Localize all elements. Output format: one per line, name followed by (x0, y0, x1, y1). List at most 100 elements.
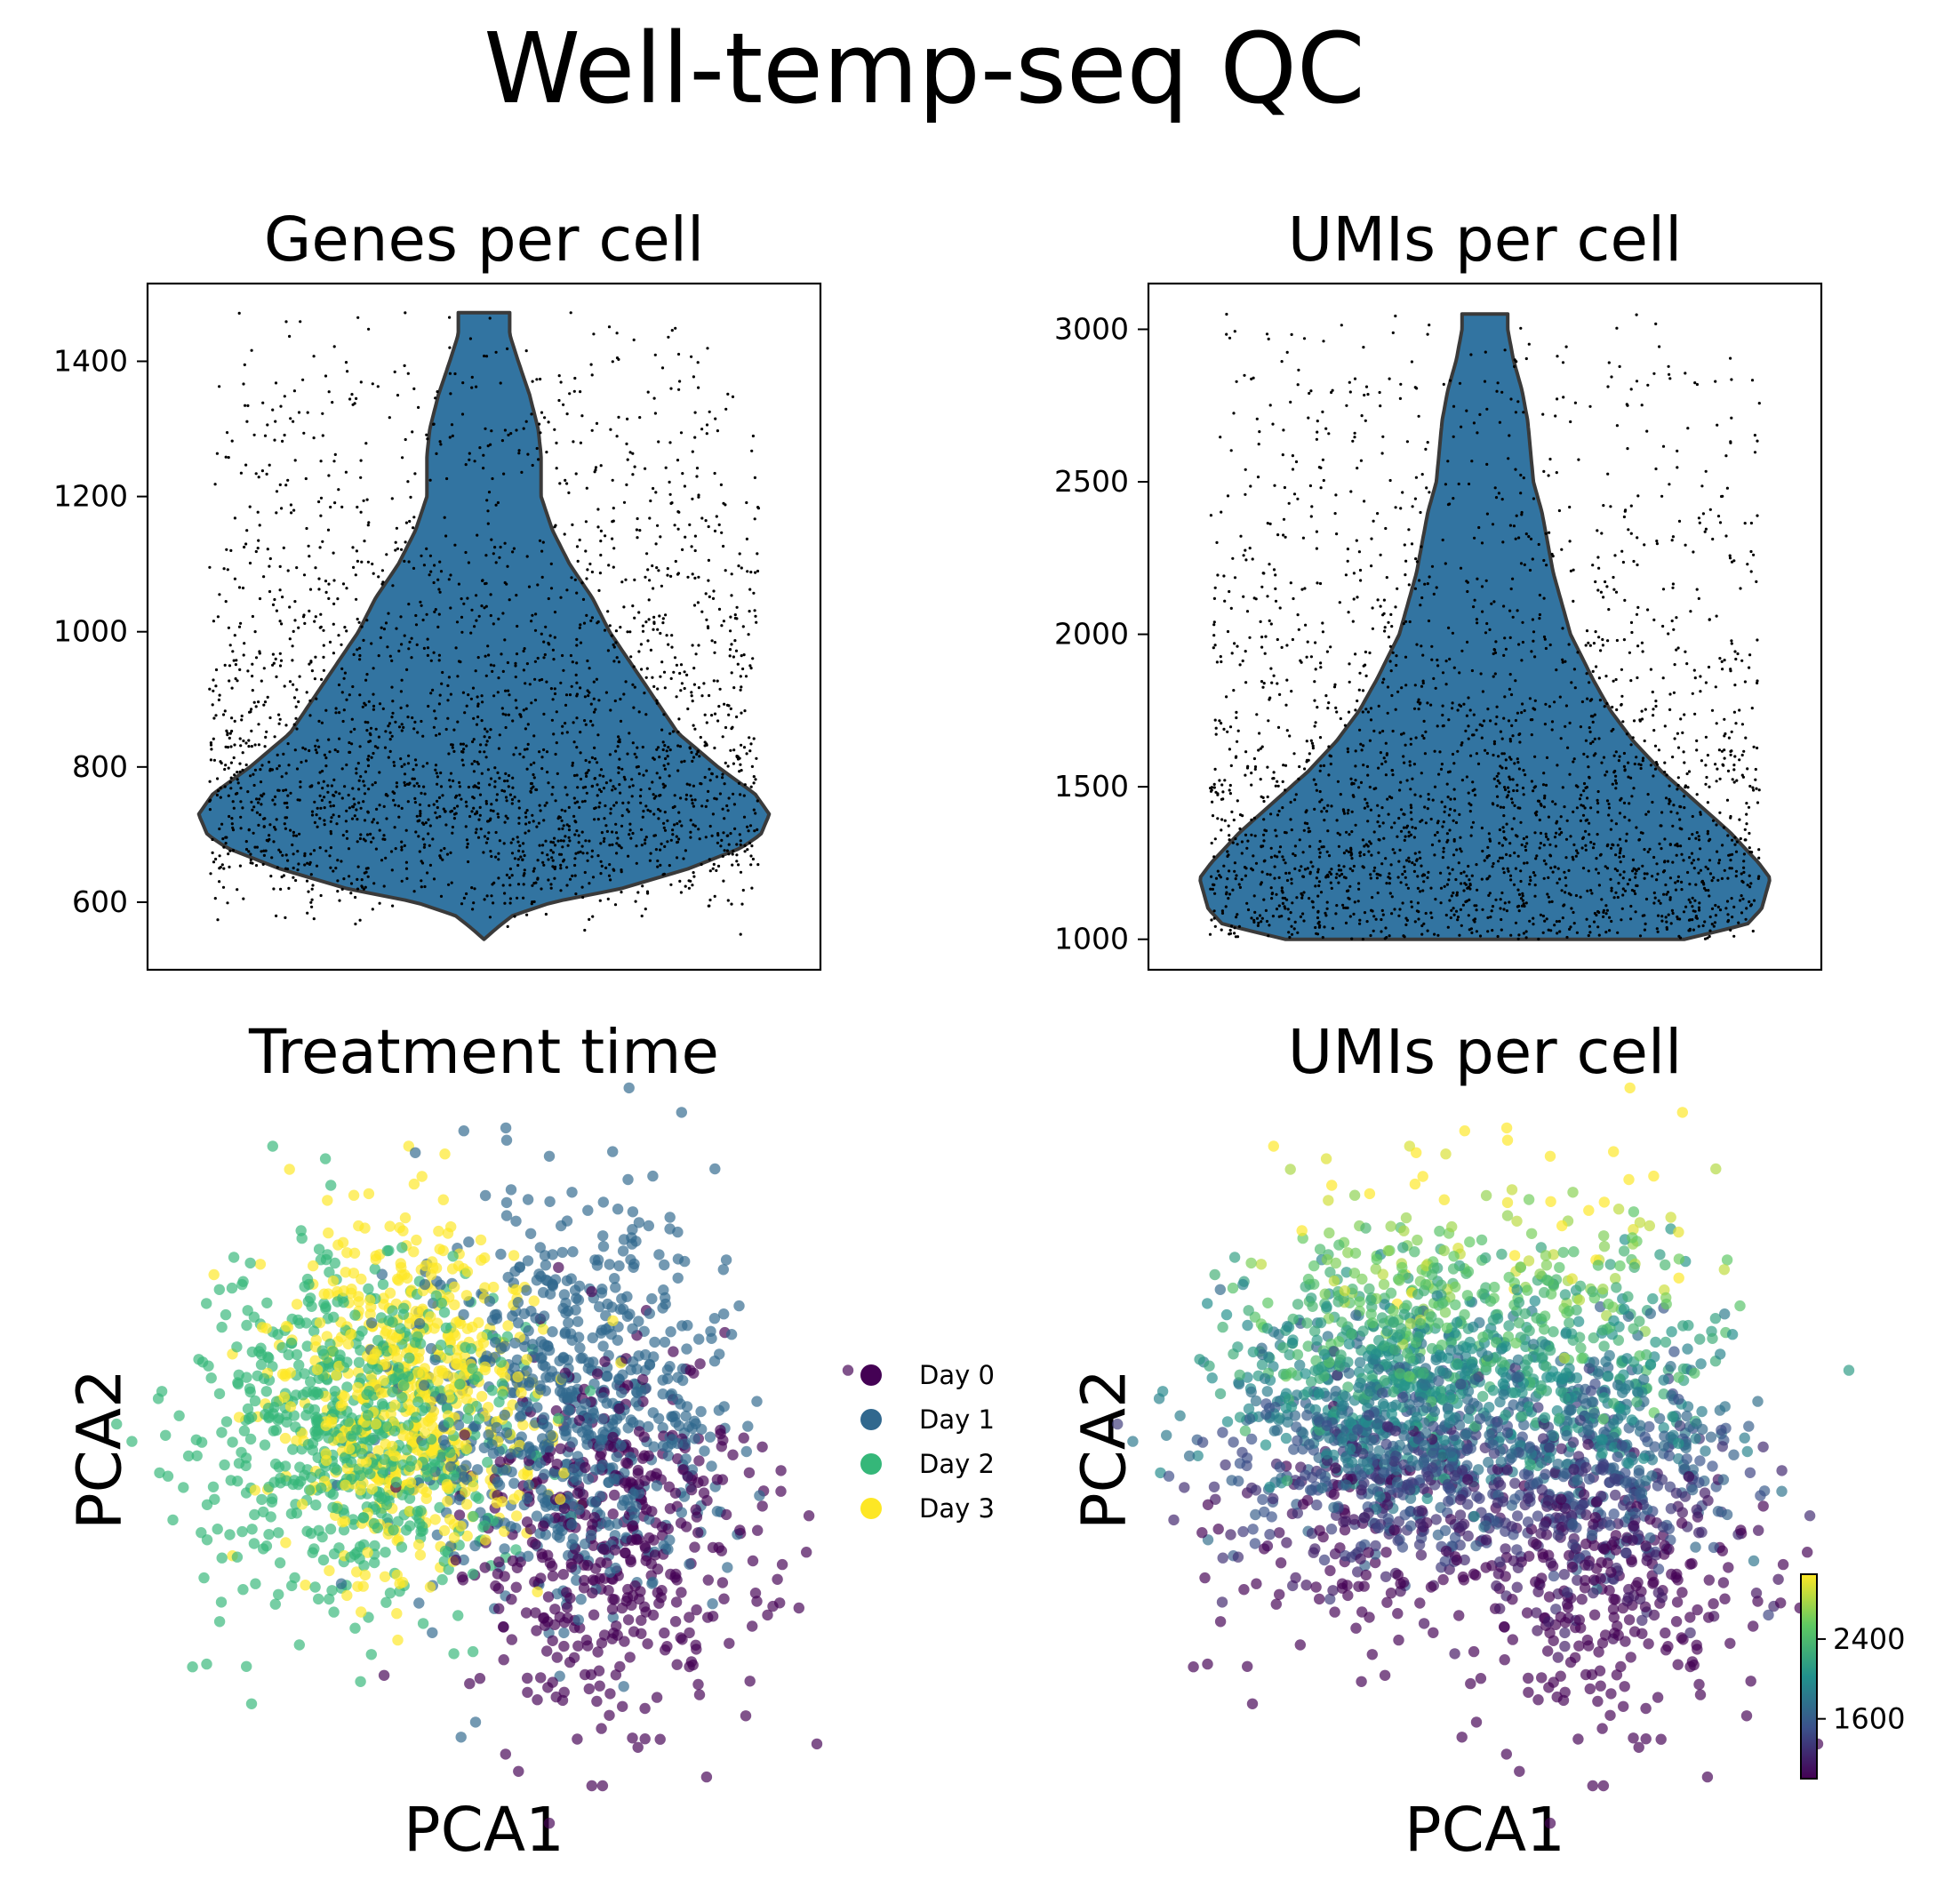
data-point (1622, 751, 1626, 756)
data-point (708, 898, 712, 902)
data-point (1556, 867, 1560, 870)
data-point (1314, 925, 1317, 930)
data-point (549, 886, 553, 890)
data-point (1332, 685, 1337, 689)
data-point (517, 806, 521, 810)
data-point (1260, 881, 1263, 884)
data-point (1494, 496, 1499, 500)
data-point (1363, 393, 1366, 397)
data-point (1423, 805, 1427, 809)
data-point (297, 700, 300, 704)
data-point (1502, 805, 1506, 810)
data-point (410, 636, 413, 640)
data-point (1448, 872, 1452, 876)
data-point (596, 761, 599, 764)
data-point (1704, 735, 1708, 739)
data-point (511, 786, 515, 789)
data-point (1586, 796, 1589, 800)
data-point (728, 654, 732, 658)
data-point (663, 811, 667, 814)
data-point (1351, 620, 1355, 623)
data-point (1518, 740, 1522, 744)
data-point (655, 566, 659, 570)
data-point (274, 381, 278, 385)
data-point (1521, 892, 1524, 895)
data-point (292, 723, 296, 726)
data-point (1373, 866, 1377, 869)
data-point (1614, 853, 1618, 857)
data-point (219, 786, 222, 789)
data-point (1684, 543, 1687, 547)
data-point (319, 514, 323, 517)
data-point (1366, 844, 1370, 848)
data-point (572, 440, 575, 444)
data-point (688, 523, 692, 527)
data-point (584, 839, 588, 843)
data-point (464, 550, 468, 555)
data-point (1386, 685, 1390, 689)
data-point (1381, 681, 1385, 684)
data-point (680, 824, 684, 828)
data-point (1226, 629, 1230, 634)
data-point (1748, 784, 1752, 788)
data-point (1602, 596, 1605, 599)
data-point (241, 768, 244, 772)
data-point (227, 852, 230, 856)
data-point (722, 501, 725, 505)
data-point (431, 688, 435, 692)
data-point (752, 775, 756, 779)
data-point (604, 1259, 615, 1270)
data-point (688, 783, 692, 787)
data-point (1379, 874, 1382, 877)
data-point (340, 860, 343, 863)
data-point (1742, 749, 1746, 753)
data-point (1348, 390, 1352, 394)
data-point (1322, 478, 1325, 483)
data-point (268, 589, 272, 594)
data-point (1420, 473, 1424, 476)
data-point (1387, 620, 1390, 624)
data-point (681, 472, 684, 476)
data-point (584, 520, 588, 524)
data-point (1352, 597, 1356, 601)
data-point (275, 818, 278, 821)
data-point (1714, 914, 1717, 917)
data-point (514, 664, 517, 668)
data-point (516, 624, 519, 628)
data-point (1212, 916, 1216, 920)
data-point (1262, 818, 1266, 821)
data-point (487, 820, 491, 823)
data-point (1308, 872, 1312, 876)
data-point (332, 652, 335, 655)
data-point (1266, 522, 1269, 525)
data-point (1276, 855, 1279, 859)
data-point (533, 628, 538, 632)
data-point (1308, 484, 1312, 488)
data-point (1596, 529, 1599, 532)
data-point (448, 372, 452, 375)
data-point (1558, 930, 1562, 933)
data-point (1298, 868, 1301, 872)
data-point (299, 785, 302, 789)
data-point (1612, 754, 1616, 757)
data-point (1426, 701, 1429, 705)
data-point (746, 825, 749, 828)
data-point (612, 645, 616, 649)
data-point (1278, 845, 1283, 849)
data-point (1216, 869, 1220, 873)
data-point (1411, 826, 1414, 829)
data-point (1451, 752, 1455, 756)
data-point (1500, 737, 1504, 740)
data-point (1629, 679, 1633, 683)
data-point (583, 928, 587, 932)
data-point (1246, 908, 1251, 912)
data-point (1708, 915, 1712, 919)
data-point (394, 720, 397, 724)
data-point (713, 712, 717, 716)
data-point (628, 822, 632, 826)
data-point (1464, 729, 1468, 732)
data-point (720, 624, 724, 628)
data-point (1539, 831, 1543, 836)
data-point (1636, 494, 1640, 498)
data-point (1228, 792, 1232, 796)
